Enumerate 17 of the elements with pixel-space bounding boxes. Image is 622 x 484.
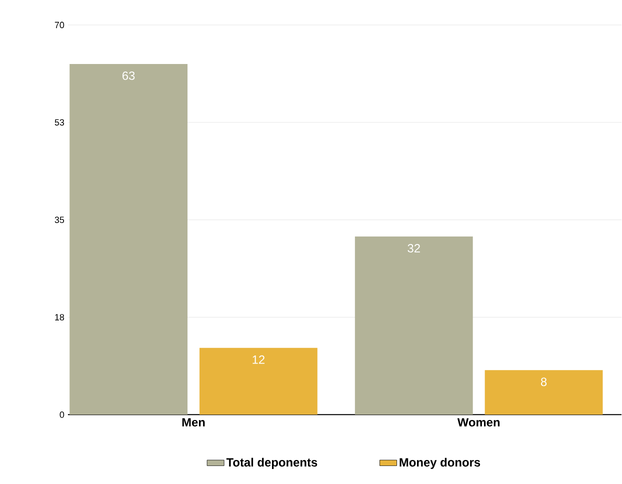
bar <box>199 348 318 415</box>
data-label: 32 <box>408 244 420 253</box>
legend-label: Total deponents <box>226 458 318 470</box>
x-tick-label: Men <box>182 418 205 427</box>
y-tick-label: 18 <box>55 314 64 321</box>
y-tick-label: 70 <box>54 22 64 28</box>
y-tick-label: 53 <box>54 119 64 126</box>
data-label: 63 <box>122 72 135 80</box>
data-label: 12 <box>252 356 264 364</box>
bar <box>354 236 473 415</box>
bar <box>70 64 188 415</box>
data-label: 8 <box>540 378 547 386</box>
y-tick-label: 35 <box>54 216 64 224</box>
y-tick-label: 0 <box>60 412 64 418</box>
bar <box>484 370 603 415</box>
x-tick-label: Women <box>457 418 500 427</box>
legend-label: Money donors <box>400 458 480 470</box>
